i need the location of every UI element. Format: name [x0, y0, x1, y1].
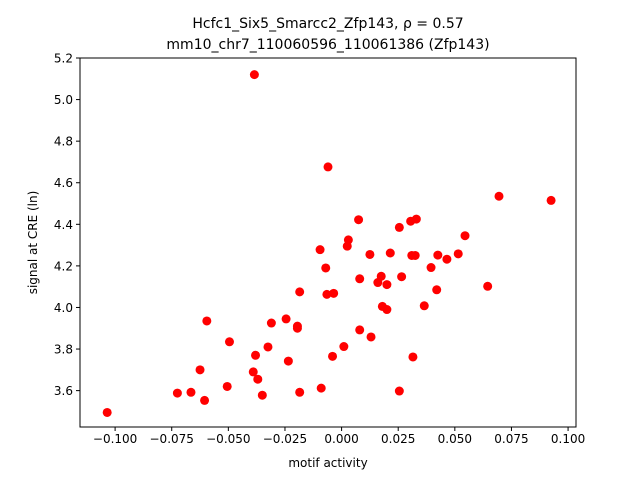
data-point-19: [295, 287, 305, 297]
chart-title-line2: mm10_chr7_110060596_110061386 (Zfp143): [166, 37, 489, 53]
data-point-6: [222, 381, 232, 391]
data-point-41: [385, 248, 395, 258]
x-tick-label: −0.075: [150, 432, 194, 446]
data-point-14: [266, 318, 276, 328]
data-point-27: [329, 288, 339, 298]
data-point-33: [355, 325, 365, 335]
x-tick-label: −0.025: [263, 432, 307, 446]
data-point-8: [249, 70, 259, 80]
data-point-43: [394, 386, 404, 396]
data-point-54: [442, 254, 452, 264]
y-tick-label: 4.0: [54, 301, 73, 315]
data-point-52: [432, 285, 442, 295]
data-point-30: [343, 235, 353, 245]
data-point-28: [339, 342, 349, 352]
data-point-20: [295, 387, 305, 397]
data-point-42: [394, 222, 404, 232]
data-point-22: [316, 383, 326, 393]
data-point-10: [251, 350, 261, 360]
data-point-34: [365, 249, 375, 259]
data-point-9: [248, 367, 258, 377]
y-tick-label: 4.2: [54, 259, 73, 273]
data-point-3: [200, 395, 210, 405]
x-tick-label: 0.050: [438, 432, 472, 446]
data-point-21: [315, 245, 325, 255]
data-point-2: [186, 387, 196, 397]
y-tick-label: 5.2: [54, 52, 73, 66]
data-point-51: [426, 263, 436, 273]
data-point-35: [366, 332, 376, 342]
data-point-32: [355, 274, 365, 284]
y-tick-label: 3.8: [54, 343, 73, 357]
data-point-12: [257, 390, 267, 400]
data-point-31: [354, 215, 364, 225]
data-point-18: [292, 321, 302, 331]
y-tick-label: 5.0: [54, 93, 73, 107]
y-tick-label: 4.6: [54, 176, 73, 190]
data-point-44: [397, 272, 407, 282]
data-point-57: [483, 281, 493, 291]
y-axis-ticks: 3.6 3.8 4.0 4.2 4.4 4.6 4.8 5.0 5.2: [54, 52, 80, 398]
data-point-15: [281, 314, 291, 324]
x-tick-label: 0.025: [381, 432, 415, 446]
data-point-47: [408, 352, 418, 362]
data-point-37: [376, 271, 386, 281]
chart-title-line1: Hcfc1_Six5_Smarcc2_Zfp143, ρ = 0.57: [192, 16, 463, 32]
data-points: [102, 70, 556, 417]
data-point-25: [323, 162, 333, 172]
data-point-59: [546, 195, 556, 205]
y-axis-label: signal at CRE (ln): [26, 191, 40, 295]
data-point-5: [202, 316, 212, 326]
data-point-40: [382, 305, 392, 315]
x-tick-label: −0.100: [93, 432, 137, 446]
data-point-4: [195, 365, 205, 375]
x-tick-label: 0.075: [494, 432, 528, 446]
data-point-39: [382, 280, 392, 290]
x-tick-label: −0.050: [206, 432, 250, 446]
data-point-50: [419, 301, 429, 311]
y-tick-label: 4.4: [54, 218, 73, 232]
data-point-24: [322, 289, 332, 299]
x-axis-ticks: −0.100 −0.075 −0.050 −0.025 0.000 0.025 0.050 0…: [93, 427, 585, 446]
data-point-26: [328, 351, 338, 361]
data-point-56: [460, 231, 470, 241]
data-point-16: [283, 356, 293, 366]
data-point-55: [453, 249, 463, 259]
data-point-49: [411, 214, 421, 224]
data-point-53: [433, 250, 443, 260]
data-point-23: [321, 263, 331, 273]
data-point-7: [224, 337, 234, 347]
y-tick-label: 4.8: [54, 135, 73, 149]
data-point-13: [263, 342, 273, 352]
x-tick-label: 0.100: [551, 432, 585, 446]
x-tick-label: 0.000: [324, 432, 358, 446]
plot-frame: [79, 57, 577, 428]
y-tick-label: 3.6: [54, 384, 73, 398]
data-point-11: [253, 374, 263, 384]
data-point-0: [102, 407, 112, 417]
data-point-58: [494, 191, 504, 201]
x-axis-label: motif activity: [288, 456, 367, 470]
data-point-1: [172, 388, 182, 398]
data-point-48: [410, 250, 420, 260]
